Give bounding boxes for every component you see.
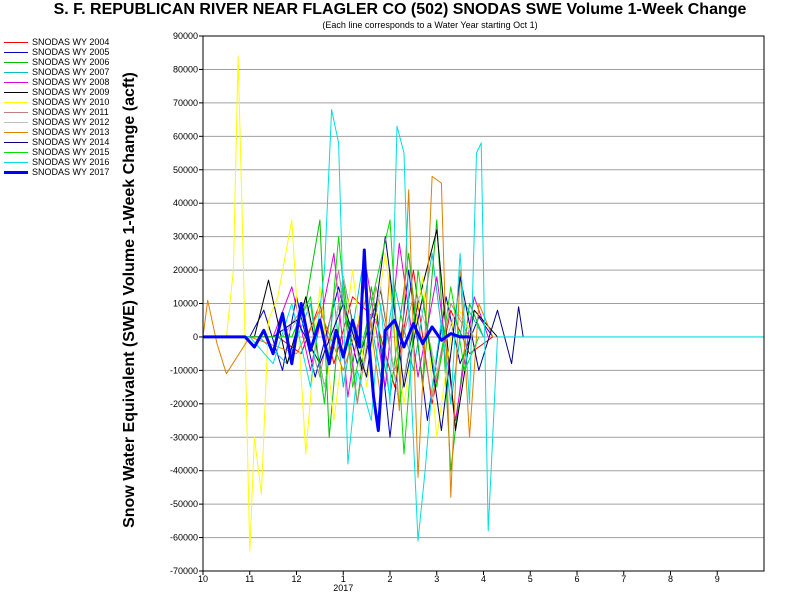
chart-subtitle: (Each line corresponds to a Water Year s…: [322, 20, 538, 30]
legend-swatch: [4, 171, 28, 174]
y-tick-label: -10000: [170, 365, 198, 375]
legend-swatch: [4, 102, 28, 103]
legend-item: SNODAS WY 2012: [4, 117, 134, 127]
y-tick-label: 70000: [173, 98, 198, 108]
legend-item: SNODAS WY 2014: [4, 137, 134, 147]
legend-swatch: [4, 62, 28, 63]
legend-swatch: [4, 92, 28, 93]
legend-label: SNODAS WY 2014: [32, 137, 110, 147]
series-line-snodas-wy-2016: [203, 109, 764, 542]
x-tick-label: 12: [291, 574, 301, 584]
plot-frame: [202, 35, 765, 572]
legend-item: SNODAS WY 2015: [4, 147, 134, 157]
legend-label: SNODAS WY 2008: [32, 77, 110, 87]
x-tick-label: 2: [387, 574, 392, 584]
y-tick-label: 90000: [173, 31, 198, 41]
legend-item: SNODAS WY 2016: [4, 157, 134, 167]
legend-label: SNODAS WY 2017: [32, 167, 110, 177]
grid-lines: [203, 35, 764, 572]
legend-label: SNODAS WY 2010: [32, 97, 110, 107]
legend-swatch: [4, 142, 28, 143]
legend-item: SNODAS WY 2004: [4, 37, 134, 47]
legend-item: SNODAS WY 2006: [4, 57, 134, 67]
legend-item: SNODAS WY 2005: [4, 47, 134, 57]
y-tick-label: 50000: [173, 165, 198, 175]
legend-item: SNODAS WY 2009: [4, 87, 134, 97]
series-line-snodas-wy-2006: [203, 219, 484, 472]
series-lines: [202, 55, 764, 552]
y-tick-label: -50000: [170, 499, 198, 509]
y-tick-label: 20000: [173, 265, 198, 275]
x-tick-label: 6: [574, 574, 579, 584]
y-tick-label: 80000: [173, 64, 198, 74]
chart-title: S. F. REPUBLICAN RIVER NEAR FLAGLER CO (…: [53, 1, 747, 18]
series-line-snodas-wy-2017: [203, 248, 470, 433]
legend-swatch: [4, 42, 28, 43]
x-tick-label: 11: [245, 574, 254, 584]
legend-item: SNODAS WY 2007: [4, 67, 134, 77]
legend-swatch: [4, 52, 28, 53]
legend-swatch: [4, 112, 28, 113]
legend-swatch: [4, 162, 28, 163]
y-tick-label: 60000: [173, 131, 198, 141]
y-tick-label: 10000: [173, 299, 198, 309]
x-tick-label: 3: [434, 574, 439, 584]
legend-swatch: [4, 132, 28, 133]
legend-item: SNODAS WY 2013: [4, 127, 134, 137]
legend-label: SNODAS WY 2007: [32, 67, 110, 77]
legend-swatch: [4, 152, 28, 153]
legend-label: SNODAS WY 2016: [32, 157, 110, 167]
legend-label: SNODAS WY 2015: [32, 147, 110, 157]
legend-swatch: [4, 72, 28, 73]
x-tick-label: 8: [668, 574, 673, 584]
y-tick-label: 0: [193, 332, 198, 342]
x-tick-label: 10: [198, 574, 208, 584]
legend-label: SNODAS WY 2011: [32, 107, 109, 117]
legend-label: SNODAS WY 2009: [32, 87, 110, 97]
series-line-snodas-wy-2013: [202, 175, 494, 498]
y-tick-label: -70000: [170, 566, 198, 576]
legend-item: SNODAS WY 2008: [4, 77, 134, 87]
y-tick-label: 40000: [173, 198, 198, 208]
axes: 90000 80000 70000 60000 50000 40000 30000 20000…: [170, 31, 765, 593]
y-tick-label: -60000: [170, 533, 198, 543]
legend-label: SNODAS WY 2013: [32, 127, 110, 137]
legend-swatch: [4, 122, 28, 123]
legend-item: SNODAS WY 2010: [4, 97, 134, 107]
series-line-snodas-wy-2015: [203, 219, 480, 455]
legend-item: SNODAS WY 2011: [4, 107, 134, 117]
y-tick-label: -30000: [170, 432, 198, 442]
legend-label: SNODAS WY 2012: [32, 117, 110, 127]
y-tick-label: 30000: [173, 232, 198, 242]
x-tick-label: 9: [715, 574, 720, 584]
legend-label: SNODAS WY 2004: [32, 37, 110, 47]
y-tick-label: -20000: [170, 399, 198, 409]
x-tick-label: 7: [621, 574, 626, 584]
legend-label: SNODAS WY 2006: [32, 57, 110, 67]
y-tick-label: -40000: [170, 466, 198, 476]
x-tick-label: 1: [341, 574, 346, 584]
x-year-label: 2017: [333, 583, 353, 593]
legend-label: SNODAS WY 2005: [32, 47, 110, 57]
x-tick-label: 4: [481, 574, 486, 584]
chart-legend: SNODAS WY 2004 SNODAS WY 2005 SNODAS WY 20…: [4, 37, 134, 177]
x-tick-label: 5: [528, 574, 533, 584]
legend-item: SNODAS WY 2017: [4, 167, 134, 177]
legend-swatch: [4, 82, 28, 83]
